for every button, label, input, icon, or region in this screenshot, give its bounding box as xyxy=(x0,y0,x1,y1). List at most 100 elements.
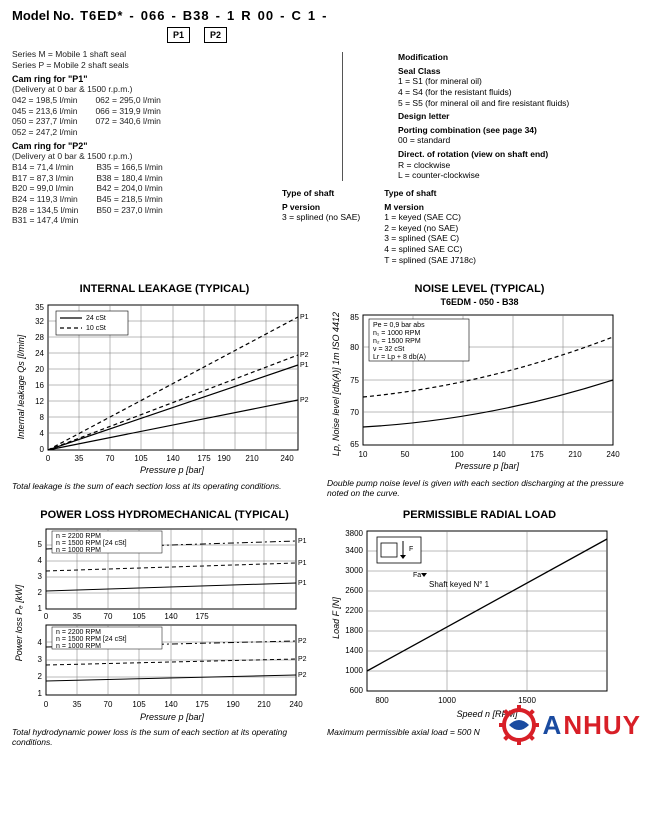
svg-text:240: 240 xyxy=(606,450,620,459)
svg-text:210: 210 xyxy=(257,700,271,709)
svg-text:140: 140 xyxy=(164,612,178,621)
p2c2-2: B42 = 204,0 l/min xyxy=(96,183,162,194)
cam-p1-note: (Delivery at 0 bar & 1500 r.p.m.) xyxy=(12,84,272,95)
svg-text:70: 70 xyxy=(350,408,359,417)
chart-internal-leakage: INTERNAL LEAKAGE (TYPICAL) xyxy=(12,283,317,498)
svg-text:20: 20 xyxy=(35,365,44,374)
svg-text:35: 35 xyxy=(73,612,82,621)
svg-text:190: 190 xyxy=(217,454,231,463)
code-7: R xyxy=(241,8,251,23)
svg-text:600: 600 xyxy=(350,686,364,695)
svg-text:70: 70 xyxy=(106,454,115,463)
shaft-p-sub: P version xyxy=(282,202,360,213)
p2c1-5: B31 = 147,4 l/min xyxy=(12,215,78,226)
svg-text:F: F xyxy=(409,546,413,553)
design-hdr: Design letter xyxy=(398,111,639,122)
porting-hdr: Porting combination (see page 34) xyxy=(398,125,639,136)
p1c1-0: 042 = 198,5 l/min xyxy=(12,95,77,106)
code-2: 066 xyxy=(141,8,166,23)
chart-noise-level: NOISE LEVEL (TYPICAL) T6EDM - 050 - B38 … xyxy=(327,283,632,498)
svg-text:3400: 3400 xyxy=(345,546,363,555)
svg-text:175: 175 xyxy=(197,454,211,463)
svg-text:P2: P2 xyxy=(298,672,307,679)
shaft-m-0: 1 = keyed (SAE CC) xyxy=(384,212,476,223)
svg-text:175: 175 xyxy=(195,612,209,621)
p1c2-2: 072 = 340,6 l/min xyxy=(95,116,160,127)
svg-text:0: 0 xyxy=(44,700,49,709)
svg-text:0: 0 xyxy=(44,612,49,621)
p2c2-4: B50 = 237,0 l/min xyxy=(96,205,162,216)
svg-text:P1: P1 xyxy=(298,580,307,587)
seal-0: 1 = S1 (for mineral oil) xyxy=(398,76,639,87)
rotation-hdr: Direct. of rotation (view on shaft end) xyxy=(398,149,639,160)
p2-box: P2 xyxy=(204,27,227,43)
svg-text:n = 1500 RPM [24 cSt]: n = 1500 RPM [24 cSt] xyxy=(56,540,127,547)
svg-text:105: 105 xyxy=(132,612,146,621)
svg-text:140: 140 xyxy=(492,450,506,459)
code-4: B38 xyxy=(183,8,210,23)
rot-0: R = clockwise xyxy=(398,160,639,171)
svg-text:140: 140 xyxy=(166,454,180,463)
svg-text:Pressure p [bar]: Pressure p [bar] xyxy=(140,712,205,722)
svg-text:175: 175 xyxy=(195,700,209,709)
modification-hdr: Modification xyxy=(398,52,639,63)
svg-text:35: 35 xyxy=(75,454,84,463)
svg-text:P1: P1 xyxy=(298,560,307,567)
cam-p1-hdr: Cam ring for "P1" xyxy=(12,74,272,84)
svg-text:28: 28 xyxy=(35,333,44,342)
chart4-note: Shaft keyed N° 1 xyxy=(429,580,490,589)
svg-text:n = 1000 RPM: n = 1000 RPM xyxy=(56,643,101,650)
p2c1-1: B17 = 87,3 l/min xyxy=(12,173,78,184)
svg-text:3: 3 xyxy=(38,655,43,664)
seal-hdr: Seal Class xyxy=(398,66,639,77)
code-6: 1 xyxy=(227,8,235,23)
svg-text:1800: 1800 xyxy=(345,626,363,635)
shaft-m-2: 3 = splined (SAE C) xyxy=(384,233,476,244)
chart1-xlabel: Pressure p [bar] xyxy=(140,465,205,475)
seal-1: 4 = S4 (for the resistant fluids) xyxy=(398,87,639,98)
p1-box: P1 xyxy=(167,27,190,43)
shaft-p-hdr: Type of shaft xyxy=(282,188,360,199)
rot-1: L = counter-clockwise xyxy=(398,170,639,181)
chart2-sub: T6EDM - 050 - B38 xyxy=(327,297,632,307)
svg-text:140: 140 xyxy=(164,700,178,709)
svg-text:0: 0 xyxy=(40,445,45,454)
series-m: Series M = Mobile 1 shaft seal xyxy=(12,49,272,60)
svg-text:ν = 32 cSt: ν = 32 cSt xyxy=(373,346,404,353)
cam-p2-note: (Delivery at 0 bar & 1500 r.p.m.) xyxy=(12,151,272,162)
svg-text:70: 70 xyxy=(104,612,113,621)
chart4-svg: F Fa Shaft keyed N° 1 600 1000 1400 1800… xyxy=(327,523,632,723)
svg-text:80: 80 xyxy=(350,343,359,352)
svg-text:n₁ = 1000 RPM: n₁ = 1000 RPM xyxy=(373,330,420,337)
chart1-m2: P1 xyxy=(300,362,309,369)
code-8: 00 xyxy=(258,8,274,23)
svg-text:3800: 3800 xyxy=(345,529,363,538)
svg-text:32: 32 xyxy=(35,317,44,326)
chart1-svg: 24 cSt 10 cSt P1 P2 P1 P2 0 4 8 12 16 20… xyxy=(12,297,317,477)
svg-text:8: 8 xyxy=(40,413,45,422)
svg-text:24: 24 xyxy=(35,349,44,358)
svg-text:35: 35 xyxy=(73,700,82,709)
svg-text:1000: 1000 xyxy=(438,696,456,705)
svg-text:Pressure p [bar]: Pressure p [bar] xyxy=(455,461,520,471)
svg-text:n₂ = 1500 RPM: n₂ = 1500 RPM xyxy=(373,338,421,345)
chart1-leg-1: 10 cSt xyxy=(86,325,106,332)
p2c1-4: B28 = 134,5 l/min xyxy=(12,205,78,216)
p1c1-3: 052 = 247,2 l/min xyxy=(12,127,77,138)
svg-text:65: 65 xyxy=(350,440,359,449)
dash: - xyxy=(322,8,327,23)
p2c1-0: B14 = 71,4 l/min xyxy=(12,162,78,173)
p1c1-2: 050 = 237,7 l/min xyxy=(12,116,77,127)
svg-text:2600: 2600 xyxy=(345,586,363,595)
svg-text:2: 2 xyxy=(38,588,43,597)
svg-text:3000: 3000 xyxy=(345,566,363,575)
svg-text:4: 4 xyxy=(38,638,43,647)
seal-2: 5 = S5 (for mineral oil and fire resista… xyxy=(398,98,639,109)
dash: - xyxy=(280,8,285,23)
dash: - xyxy=(171,8,176,23)
p2c2-3: B45 = 218,5 l/min xyxy=(96,194,162,205)
shaft-p-0: 3 = splined (no SAE) xyxy=(282,212,360,223)
svg-text:n = 1000 RPM: n = 1000 RPM xyxy=(56,547,101,554)
svg-text:n = 2200 RPM: n = 2200 RPM xyxy=(56,629,101,636)
code-0: T6ED* xyxy=(80,8,123,23)
